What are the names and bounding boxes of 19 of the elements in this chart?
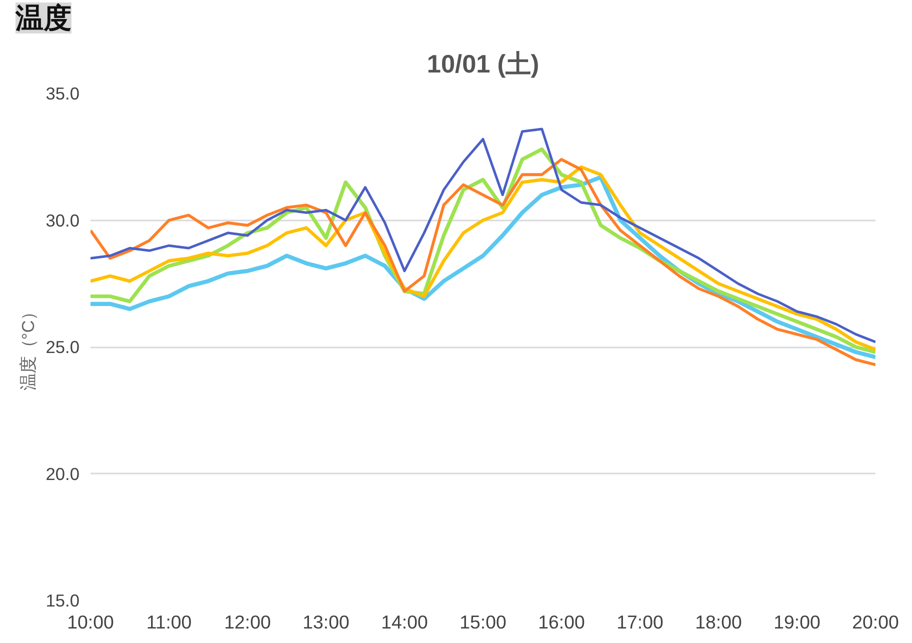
chart-title: 10/01 (土) bbox=[426, 50, 540, 78]
x-tick-label: 20:00 bbox=[852, 612, 899, 632]
x-tick-label: 19:00 bbox=[774, 612, 820, 632]
text: 温度 bbox=[14, 2, 72, 34]
x-tick-label: 17:00 bbox=[616, 612, 664, 632]
y-tick-label: 25.0 bbox=[46, 337, 80, 357]
x-tick-label: 13:00 bbox=[302, 612, 350, 632]
y-tick-label: 20.0 bbox=[46, 464, 80, 484]
y-tick-label: 30.0 bbox=[46, 210, 80, 230]
x-tick-label: 14:00 bbox=[381, 612, 428, 632]
x-tick-label: 16:00 bbox=[538, 612, 585, 632]
x-tick-label: 18:00 bbox=[695, 612, 742, 632]
x-tick-label: 10:00 bbox=[67, 612, 114, 632]
y-tick-label: 35.0 bbox=[46, 84, 80, 104]
x-tick-label: 12:00 bbox=[224, 612, 271, 632]
x-tick-label: 11:00 bbox=[146, 612, 192, 632]
y-axis-title: 温度（°C） bbox=[18, 303, 38, 391]
y-tick-label: 15.0 bbox=[46, 590, 80, 610]
x-tick-label: 15:00 bbox=[460, 612, 506, 632]
